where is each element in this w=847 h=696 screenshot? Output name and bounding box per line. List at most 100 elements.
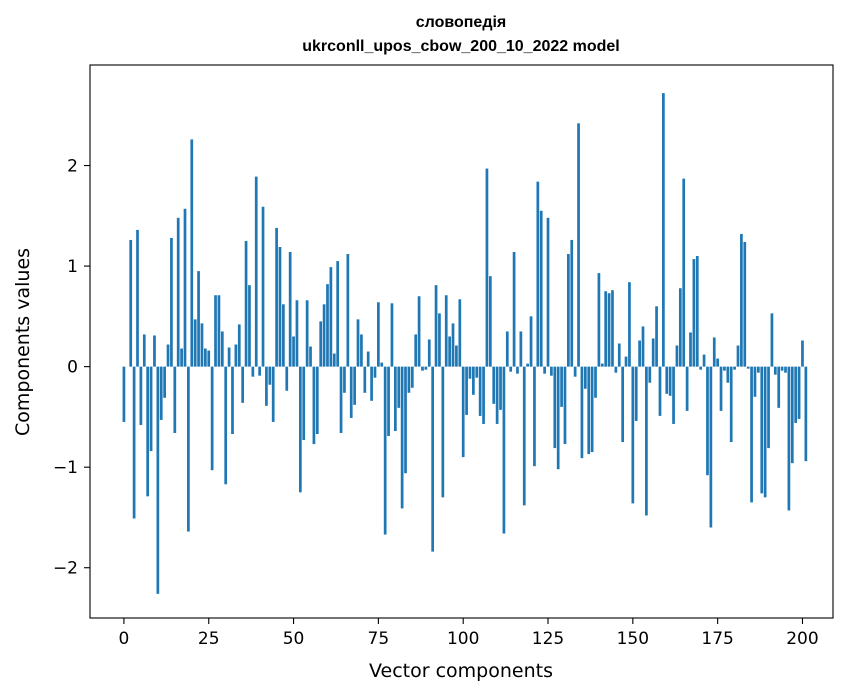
y-tick-label: 1 [67,257,78,277]
bar [550,366,553,376]
bar [302,366,306,441]
bar [570,239,574,367]
bar [651,338,655,367]
bar [343,366,346,393]
bar [390,303,394,367]
bar [353,366,356,405]
bar [180,348,183,367]
bar [309,346,312,367]
bar [563,366,567,445]
bar [203,348,207,367]
bar [241,366,245,403]
bar [349,366,353,418]
bar [519,331,523,367]
bar [397,366,401,408]
bar [790,366,794,464]
bar [400,366,404,509]
bar [482,366,485,424]
bar [740,233,743,367]
bar [719,366,723,411]
bar [410,366,414,388]
bar [193,319,197,367]
bar [248,285,251,367]
x-tick-label: 175 [701,629,733,649]
bar [360,334,363,367]
bar [760,366,764,494]
bar [614,366,618,373]
bar [461,366,465,458]
bar [261,206,265,367]
y-tick-label: −2 [53,559,78,579]
bar [478,366,482,416]
bar [305,300,309,367]
bar [465,366,468,415]
bar [604,291,608,367]
bar [421,366,424,371]
bar [444,295,448,367]
bar [217,295,221,367]
bar [784,366,787,373]
x-axis-label: Vector components [369,660,553,682]
bar [210,366,214,471]
bar [682,178,686,367]
bar [675,345,679,367]
bar [597,273,601,367]
bar [600,363,604,367]
bar [763,366,767,498]
x-axis-ticks: 0 25 50 75 100 125 150 175 200 [119,618,819,649]
bar [322,304,326,367]
y-tick-label: −1 [53,458,78,478]
bar [689,332,692,367]
bar [645,366,648,516]
bar [634,366,638,421]
bar [438,313,441,367]
bar [275,227,278,367]
bar [176,217,180,367]
bar [356,319,360,367]
bar [366,351,370,367]
bar [631,366,635,504]
bar [139,366,143,425]
bar [295,300,299,367]
bar [505,331,509,367]
bar [512,252,516,367]
bar [733,366,736,370]
bar [716,358,719,367]
bar [472,366,475,395]
bar [455,345,458,367]
bar [712,337,716,367]
bar [583,366,587,389]
bar [536,181,540,367]
x-tick-label: 75 [368,629,390,649]
bar [329,267,333,367]
bar [804,366,808,462]
bar [580,366,584,459]
bar [380,362,384,367]
bar [729,366,733,443]
y-tick-label: 2 [67,157,78,177]
bar [685,366,689,411]
bar [770,313,774,367]
bar [672,366,675,424]
bar [488,276,492,367]
bar [268,366,272,385]
bar [197,271,200,367]
plot-frame [89,64,834,619]
bar [190,139,194,367]
bar [346,254,350,367]
bar [560,366,563,407]
bar [665,366,669,394]
bar [801,340,804,367]
bar [577,123,580,367]
bar [282,304,285,367]
bar [543,366,546,374]
bar [427,339,431,367]
bar [533,366,536,467]
bar [539,210,543,367]
bar [553,366,557,449]
bar [214,295,217,367]
bar [458,299,462,367]
bar [265,366,268,406]
bar [234,344,238,367]
bar [475,366,479,378]
